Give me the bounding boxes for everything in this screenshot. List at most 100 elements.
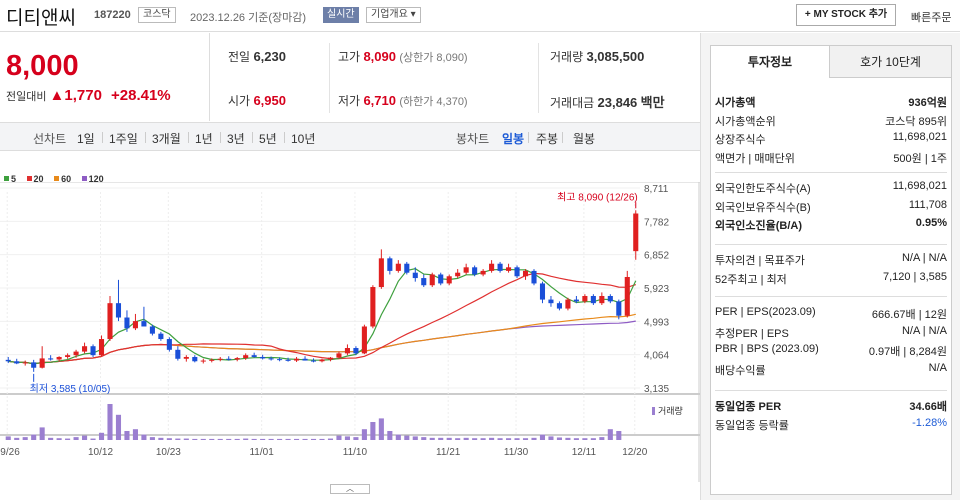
volume-bar <box>395 434 401 440</box>
tab-order-book[interactable]: 호가 10단계 <box>830 46 951 78</box>
info-label: 시가총액 <box>715 97 756 109</box>
volume-bar <box>590 438 596 440</box>
volume-bar <box>200 438 206 440</box>
candle-body <box>590 295 596 304</box>
period-3m[interactable]: 3개월 <box>152 132 181 146</box>
volume-bar <box>463 437 469 440</box>
volume-bar <box>446 437 452 440</box>
candle-body <box>124 317 130 329</box>
volume-bar <box>378 418 384 440</box>
info-label: 외국인한도주식수(A) <box>715 183 811 195</box>
current-price-box: 8,000 전일대비 ▲1,770 +28.41% <box>0 33 210 121</box>
candle-body <box>277 359 283 361</box>
diff-value: ▲1,770 <box>49 87 102 104</box>
tab-investment-info[interactable]: 투자정보 <box>711 46 830 78</box>
volume-bar <box>539 434 546 440</box>
candle-body <box>192 356 198 362</box>
volume-bar <box>429 437 435 440</box>
info-row: 시가총액순위 코스닥 895위 <box>715 113 947 129</box>
candle-body <box>344 348 350 354</box>
volume-bar <box>115 414 122 440</box>
period-10y[interactable]: 10년 <box>291 132 316 146</box>
stock-code: 187220 <box>94 9 131 21</box>
add-my-stock-button[interactable]: + MY STOCK 추가 <box>796 4 896 26</box>
realtime-button[interactable]: 실시간 <box>323 7 359 23</box>
info-value: 11,698,021 <box>892 180 947 192</box>
info-label: 52주최고 | 최저 <box>715 273 787 286</box>
panel-divider <box>715 244 947 245</box>
candle-body <box>209 359 215 361</box>
volume-bar <box>158 437 164 440</box>
volume-bar <box>22 437 28 440</box>
panel-divider <box>715 390 947 391</box>
investment-info-panel: 투자정보 호가 10단계 시가총액 936억원 시가총액순위 코스닥 895위 상장주식… <box>700 33 960 500</box>
candle-body <box>616 301 622 316</box>
x-tick-label: 11/30 <box>504 447 529 458</box>
prev-close: 전일 6,230 <box>228 49 286 64</box>
candle-body <box>302 358 308 361</box>
candle-body <box>31 362 37 368</box>
volume-bar <box>141 434 147 440</box>
info-label: 추정PER | EPS <box>715 327 789 340</box>
panel-divider <box>715 296 947 297</box>
stock-chart[interactable]: 8,711 7,782 6,852 5,923 4,993 4,064 3,135 09/26… <box>0 182 700 482</box>
info-row: 추정PER | EPS N/A | N/A <box>715 325 947 341</box>
candle-weekly[interactable]: 주봉 <box>536 132 559 146</box>
diff-rate: +28.41% <box>111 87 171 104</box>
info-value: 11,698,021 <box>892 131 947 143</box>
candle-daily[interactable]: 일봉 <box>502 132 525 146</box>
candle-body <box>556 303 562 309</box>
candle-body <box>141 321 147 327</box>
info-label: PER | EPS(2023.09) <box>715 306 816 318</box>
volume-bar <box>370 422 376 440</box>
volume-bar <box>404 435 410 440</box>
volume-bar <box>234 438 240 440</box>
candle-body <box>294 358 300 361</box>
volume-bar <box>310 438 317 440</box>
candle-body <box>633 213 639 252</box>
volume-bar <box>175 438 181 440</box>
info-value: 0.95% <box>915 217 947 229</box>
volume-bar <box>166 438 172 440</box>
period-1d[interactable]: 1일 <box>77 132 95 146</box>
volume-bar <box>531 437 537 440</box>
candle-body <box>73 351 79 356</box>
volume-bar <box>294 438 300 440</box>
x-tick-label: 09/26 <box>0 447 20 458</box>
volume-bar <box>31 434 37 440</box>
candle-body <box>506 267 512 271</box>
base-date: 2023.12.26 기준(장마감) <box>190 12 307 24</box>
price-change: 전일대비 ▲1,770 +28.41% <box>6 87 171 104</box>
info-row: 시가총액 936억원 <box>715 94 947 110</box>
candle-body <box>607 295 613 302</box>
period-1y[interactable]: 1년 <box>195 132 213 146</box>
volume-bar <box>217 438 223 440</box>
info-label: 외국인소진율(B/A) <box>715 220 802 232</box>
period-5y[interactable]: 5년 <box>259 132 277 146</box>
volume-bar <box>82 435 88 440</box>
chart-period-bar: 선차트 1일 1주일 3개월 1년 3년 5년 10년 봉차트 일봉 주봉 월봉 <box>0 122 700 151</box>
candle-body <box>497 263 503 271</box>
info-row: PER | EPS(2023.09) 666.67배 | 12원 <box>715 306 947 322</box>
period-3y[interactable]: 3년 <box>227 132 245 146</box>
candle-body <box>82 346 88 352</box>
volume-bar <box>124 431 130 440</box>
candle-body <box>370 287 376 327</box>
volume-bar <box>412 436 418 440</box>
volume-bar <box>319 438 325 440</box>
candle-monthly[interactable]: 월봉 <box>573 132 596 146</box>
candle-body <box>480 270 486 275</box>
info-label: 액면가 | 매매단위 <box>715 152 795 165</box>
quick-order-link[interactable]: 빠른주문 <box>911 12 952 24</box>
candle-body <box>217 358 223 360</box>
company-overview-dropdown[interactable]: 기업개요 ▾ <box>366 7 421 23</box>
price-summary: 전일 6,230 고가 8,090 (상한가 8,090) 거래량 3,085,… <box>211 33 700 121</box>
current-price: 8,000 <box>6 50 79 82</box>
volume-bar <box>277 438 283 440</box>
period-1w[interactable]: 1주일 <box>109 132 138 146</box>
x-tick-label: 11/10 <box>343 447 368 458</box>
info-row: 동일업종 등락률 -1.28% <box>715 417 947 433</box>
chart-resize-handle[interactable]: ︿ <box>330 484 370 494</box>
candle-body <box>573 299 579 302</box>
candle-body <box>412 272 418 279</box>
